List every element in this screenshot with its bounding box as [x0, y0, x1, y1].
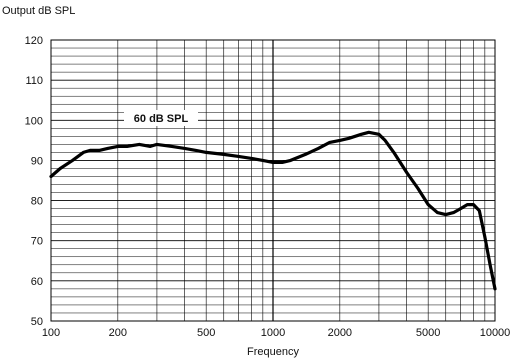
y-tick-label: 70: [31, 236, 43, 248]
x-tick-label: 200: [109, 327, 127, 339]
x-tick-label: 1000: [261, 327, 285, 339]
x-axis-title: Frequency: [247, 346, 299, 358]
y-tick-label: 110: [25, 75, 43, 87]
y-tick-label: 120: [25, 35, 43, 47]
annotation-text: 60 dB SPL: [134, 113, 189, 125]
y-axis-tick-labels: 50 60 70 80 90 100 110 120: [25, 35, 43, 328]
y-tick-label: 90: [31, 155, 43, 167]
y-tick-label: 50: [31, 316, 43, 328]
y-tick-label: 80: [31, 196, 43, 208]
y-axis-title: Output dB SPL: [2, 5, 75, 17]
y-tick-label: 60: [31, 276, 43, 288]
response-curve: [49, 130, 497, 291]
x-tick-label: 5000: [416, 327, 440, 339]
annotation-label: 60 dB SPL: [124, 110, 198, 126]
x-tick-label: 2000: [328, 327, 352, 339]
y-tick-label: 100: [25, 115, 43, 127]
major-grid: [51, 40, 495, 321]
x-tick-label: 10000: [480, 327, 511, 339]
x-axis-tick-labels: 100 200 500 1000 2000 5000 10000: [42, 327, 510, 339]
x-tick-label: 500: [197, 327, 215, 339]
x-tick-label: 100: [42, 327, 60, 339]
plot-frame: [50, 39, 496, 322]
